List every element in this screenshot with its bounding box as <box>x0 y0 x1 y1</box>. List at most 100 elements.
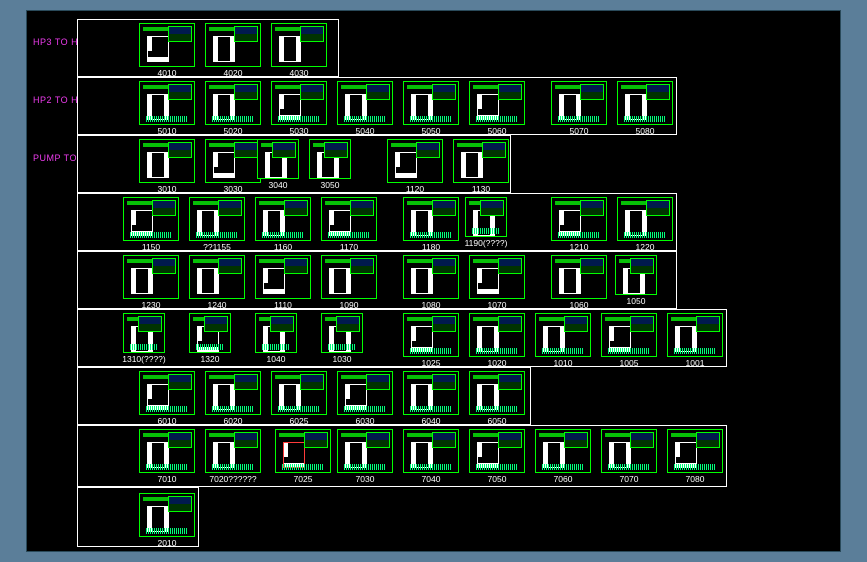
thumb-caption: 1030 <box>319 354 365 364</box>
thumb-caption: 1060 <box>549 300 609 310</box>
drawing-thumb[interactable]: 1210 <box>549 197 609 252</box>
thumb-caption: 1190(????) <box>463 238 509 248</box>
drawing-thumb[interactable]: 1070 <box>467 255 527 310</box>
drawing-thumb[interactable]: 6010 <box>137 371 197 426</box>
drawing-thumb[interactable]: 5050 <box>401 81 461 136</box>
drawing-thumb[interactable]: 3030 <box>203 139 263 194</box>
drawing-thumb[interactable]: 1240 <box>187 255 247 310</box>
drawing-thumb[interactable]: 7020?????? <box>203 429 263 484</box>
thumb-caption: 5050 <box>401 126 461 136</box>
thumb-caption: 1005 <box>599 358 659 368</box>
drawing-thumb[interactable]: 4010 <box>137 23 197 78</box>
thumb-caption: 1230 <box>121 300 181 310</box>
thumb-caption: 7020?????? <box>203 474 263 484</box>
thumb-caption: 6050 <box>467 416 527 426</box>
thumb-caption: 1240 <box>187 300 247 310</box>
drawing-thumb[interactable]: 5010 <box>137 81 197 136</box>
thumb-caption: 6025 <box>269 416 329 426</box>
drawing-thumb[interactable]: 5080 <box>615 81 675 136</box>
drawing-thumb[interactable]: 5020 <box>203 81 263 136</box>
drawing-thumb[interactable]: 1160 <box>253 197 313 252</box>
thumb-caption: 1070 <box>467 300 527 310</box>
drawing-thumb[interactable]: 1050 <box>613 255 659 306</box>
thumb-caption: 1090 <box>319 300 379 310</box>
drawing-thumb[interactable]: 1170 <box>319 197 379 252</box>
drawing-thumb[interactable]: 6050 <box>467 371 527 426</box>
thumb-caption: 3030 <box>203 184 263 194</box>
thumb-caption: 7060 <box>533 474 593 484</box>
thumb-caption: 7080 <box>665 474 725 484</box>
thumb-caption: 5080 <box>615 126 675 136</box>
drawing-thumb[interactable]: 7040 <box>401 429 461 484</box>
drawing-thumb[interactable]: 1005 <box>599 313 659 368</box>
drawing-thumb[interactable]: 4030 <box>269 23 329 78</box>
drawing-thumb[interactable]: 7080 <box>665 429 725 484</box>
drawing-thumb[interactable]: 1150 <box>121 197 181 252</box>
drawing-thumb[interactable]: 7060 <box>533 429 593 484</box>
drawing-thumb[interactable]: 1040 <box>253 313 299 364</box>
drawing-thumb[interactable]: 3050 <box>307 139 353 190</box>
thumb-caption: 7070 <box>599 474 659 484</box>
thumb-caption: 4030 <box>269 68 329 78</box>
thumb-caption: 3010 <box>137 184 197 194</box>
thumb-caption: 1040 <box>253 354 299 364</box>
thumb-caption: 1010 <box>533 358 593 368</box>
thumb-caption: 1310(????) <box>121 354 167 364</box>
drawing-thumb[interactable]: 1320 <box>187 313 233 364</box>
drawing-thumb[interactable]: 1030 <box>319 313 365 364</box>
thumb-caption: 7050 <box>467 474 527 484</box>
drawing-thumb[interactable]: 5030 <box>269 81 329 136</box>
thumb-caption: 6010 <box>137 416 197 426</box>
drawing-thumb[interactable]: ??1155 <box>187 197 247 252</box>
thumb-caption: 7030 <box>335 474 395 484</box>
drawing-thumb[interactable]: 6020 <box>203 371 263 426</box>
drawing-thumb[interactable]: 1080 <box>401 255 461 310</box>
drawing-thumb[interactable]: 1020 <box>467 313 527 368</box>
drawing-thumb[interactable]: 7010 <box>137 429 197 484</box>
drawing-thumb[interactable]: 3010 <box>137 139 197 194</box>
drawing-thumb[interactable]: 7070 <box>599 429 659 484</box>
thumb-caption: 6020 <box>203 416 263 426</box>
thumb-caption: 6030 <box>335 416 395 426</box>
drawing-thumb[interactable]: 1060 <box>549 255 609 310</box>
drawing-thumb[interactable]: 3040 <box>255 139 301 190</box>
thumb-caption: 1025 <box>401 358 461 368</box>
thumb-caption: 7040 <box>401 474 461 484</box>
drawing-thumb[interactable]: 1130 <box>451 139 511 194</box>
drawing-thumb[interactable]: 1310(????) <box>121 313 167 364</box>
thumb-caption: 4010 <box>137 68 197 78</box>
drawing-thumb[interactable]: 4020 <box>203 23 263 78</box>
drawing-thumb[interactable]: 1190(????) <box>463 197 509 248</box>
drawing-thumb[interactable]: 1090 <box>319 255 379 310</box>
drawing-thumb[interactable]: 1180 <box>401 197 461 252</box>
thumb-caption: 1080 <box>401 300 461 310</box>
thumb-caption: 1001 <box>665 358 725 368</box>
drawing-thumb[interactable]: 1110 <box>253 255 313 310</box>
drawing-thumb[interactable]: 1120 <box>385 139 445 194</box>
drawing-thumb[interactable]: 5040 <box>335 81 395 136</box>
drawing-thumb[interactable]: 1010 <box>533 313 593 368</box>
thumb-caption: ??1155 <box>187 242 247 252</box>
thumb-caption: 2010 <box>137 538 197 548</box>
drawing-thumb[interactable]: 5070 <box>549 81 609 136</box>
drawing-thumb[interactable]: 5060 <box>467 81 527 136</box>
drawing-thumb[interactable]: 6025 <box>269 371 329 426</box>
drawing-thumb[interactable]: 6040 <box>401 371 461 426</box>
drawing-thumb[interactable]: 7030 <box>335 429 395 484</box>
thumb-caption: 1020 <box>467 358 527 368</box>
thumb-caption: 1110 <box>253 300 313 310</box>
drawing-thumb[interactable]: 1001 <box>665 313 725 368</box>
drawing-thumb[interactable]: 7025 <box>273 429 333 484</box>
cad-viewport[interactable]: HP3 TO HP2 HP2 TO HP1 PUMP TO ECONOMISER… <box>26 10 841 552</box>
thumb-caption: 1170 <box>319 242 379 252</box>
thumb-caption: 5060 <box>467 126 527 136</box>
drawing-thumb[interactable]: 1025 <box>401 313 461 368</box>
drawing-thumb[interactable]: 6030 <box>335 371 395 426</box>
drawing-thumb[interactable]: 2010 <box>137 493 197 548</box>
drawing-thumb[interactable]: 1220 <box>615 197 675 252</box>
thumb-caption: 1130 <box>451 184 511 194</box>
thumb-caption: 5010 <box>137 126 197 136</box>
thumb-caption: 5070 <box>549 126 609 136</box>
drawing-thumb[interactable]: 1230 <box>121 255 181 310</box>
drawing-thumb[interactable]: 7050 <box>467 429 527 484</box>
